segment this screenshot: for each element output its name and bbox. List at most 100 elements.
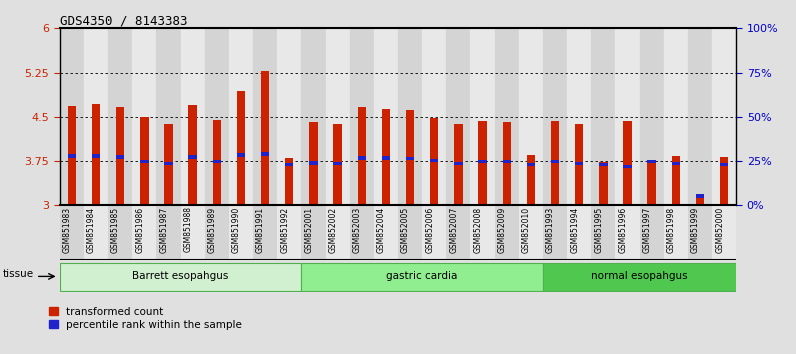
Bar [213,120,221,205]
Bar [349,28,374,205]
Bar [688,205,712,260]
Bar [688,28,712,205]
Bar [374,28,398,205]
Text: GSM852009: GSM852009 [498,206,507,253]
Bar [519,205,543,260]
Text: Barrett esopahgus: Barrett esopahgus [132,272,228,281]
Text: GSM852005: GSM852005 [401,206,410,253]
Bar [640,205,664,260]
Bar [164,124,173,205]
Bar [116,107,124,205]
Text: GSM851991: GSM851991 [256,206,265,252]
Bar [156,205,181,260]
Text: GSM851987: GSM851987 [159,206,169,252]
Text: GSM852000: GSM852000 [716,206,724,253]
Bar [60,205,84,260]
Bar [543,263,736,291]
Bar [181,28,205,205]
Bar [205,28,229,205]
Text: GDS4350 / 8143383: GDS4350 / 8143383 [60,14,187,27]
Bar [108,28,132,205]
Bar [132,28,156,205]
Bar [422,28,447,205]
Bar [326,28,349,205]
Bar [502,121,511,205]
Text: GSM852004: GSM852004 [377,206,386,253]
Text: GSM852003: GSM852003 [353,206,361,253]
Bar [382,109,390,205]
Bar [382,156,390,160]
Bar [664,205,688,260]
Text: GSM852002: GSM852002 [329,206,338,252]
Bar [599,162,607,205]
Bar [349,205,374,260]
Legend: transformed count, percentile rank within the sample: transformed count, percentile rank withi… [45,303,246,334]
Bar [116,155,124,159]
Bar [447,28,470,205]
Bar [615,205,640,260]
Bar [164,162,173,165]
Bar [543,28,567,205]
Bar [357,156,366,160]
Bar [68,106,76,205]
Bar [712,28,736,205]
Text: gastric cardia: gastric cardia [387,272,458,281]
Bar [543,205,567,260]
Text: GSM852006: GSM852006 [425,206,435,253]
Bar [398,28,422,205]
Bar [406,110,414,205]
Bar [326,205,349,260]
Bar [615,28,640,205]
Text: GSM851988: GSM851988 [184,206,193,252]
Bar [455,124,462,205]
Bar [527,163,535,166]
Bar [92,104,100,205]
Bar [261,152,269,156]
Bar [84,205,108,260]
Bar [430,159,439,162]
Bar [68,154,76,158]
Bar [623,121,632,205]
Bar [140,160,149,164]
Text: GSM852007: GSM852007 [450,206,458,253]
Bar [277,205,302,260]
Text: tissue: tissue [3,269,34,279]
Bar [647,160,656,164]
Bar [567,205,591,260]
Text: GSM851998: GSM851998 [667,206,676,252]
Bar [205,205,229,260]
Bar [108,205,132,260]
Bar [494,28,519,205]
Bar [302,205,326,260]
Bar [696,195,704,205]
Bar [229,28,253,205]
Bar [478,160,487,164]
Bar [502,160,511,164]
Bar [236,91,245,205]
Bar [591,28,615,205]
Bar [672,156,680,205]
Bar [277,28,302,205]
Text: GSM851992: GSM851992 [280,206,289,252]
Bar [374,205,398,260]
Bar [647,163,656,205]
Bar [156,28,181,205]
Bar [398,205,422,260]
Bar [567,28,591,205]
Text: GSM851984: GSM851984 [87,206,96,252]
Text: normal esopahgus: normal esopahgus [591,272,688,281]
Bar [60,263,302,291]
Bar [720,157,728,205]
Bar [672,162,680,165]
Bar [334,124,341,205]
Bar [84,28,108,205]
Bar [422,205,447,260]
Text: GSM851986: GSM851986 [135,206,144,252]
Bar [447,205,470,260]
Bar [309,161,318,165]
Bar [470,205,494,260]
Bar [302,28,326,205]
Bar [406,157,414,160]
Text: GSM852010: GSM852010 [522,206,531,252]
Bar [575,124,583,205]
